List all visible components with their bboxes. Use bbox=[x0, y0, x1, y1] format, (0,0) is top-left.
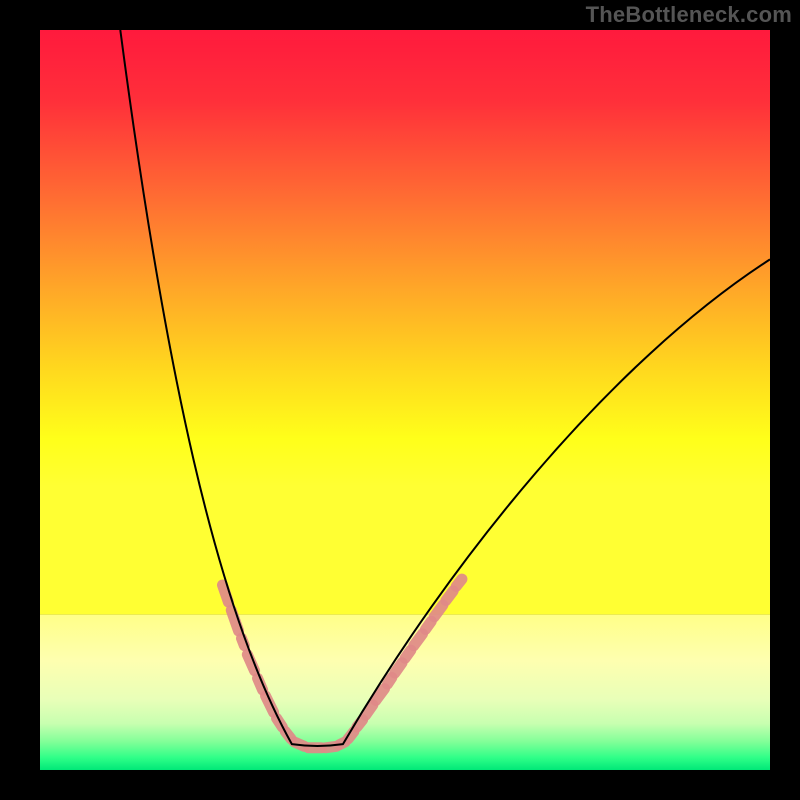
bead-segment bbox=[231, 610, 238, 631]
bead-segment bbox=[456, 579, 462, 586]
plot-area bbox=[40, 30, 770, 770]
bead-segment bbox=[414, 634, 423, 646]
bead-segment bbox=[434, 605, 443, 617]
bead-segment bbox=[376, 689, 385, 701]
bead-segment bbox=[425, 621, 431, 629]
bead-segment bbox=[387, 678, 391, 685]
bottleneck-chart bbox=[0, 0, 800, 800]
gradient-background-band bbox=[40, 615, 770, 770]
bead-segment bbox=[446, 591, 453, 601]
figure-container: TheBottleneck.com bbox=[0, 0, 800, 800]
gradient-background-main bbox=[40, 30, 770, 615]
bead-segment bbox=[405, 650, 411, 658]
watermark-text: TheBottleneck.com bbox=[586, 2, 792, 28]
bead-segment bbox=[241, 638, 244, 645]
bead-segment bbox=[395, 663, 402, 673]
